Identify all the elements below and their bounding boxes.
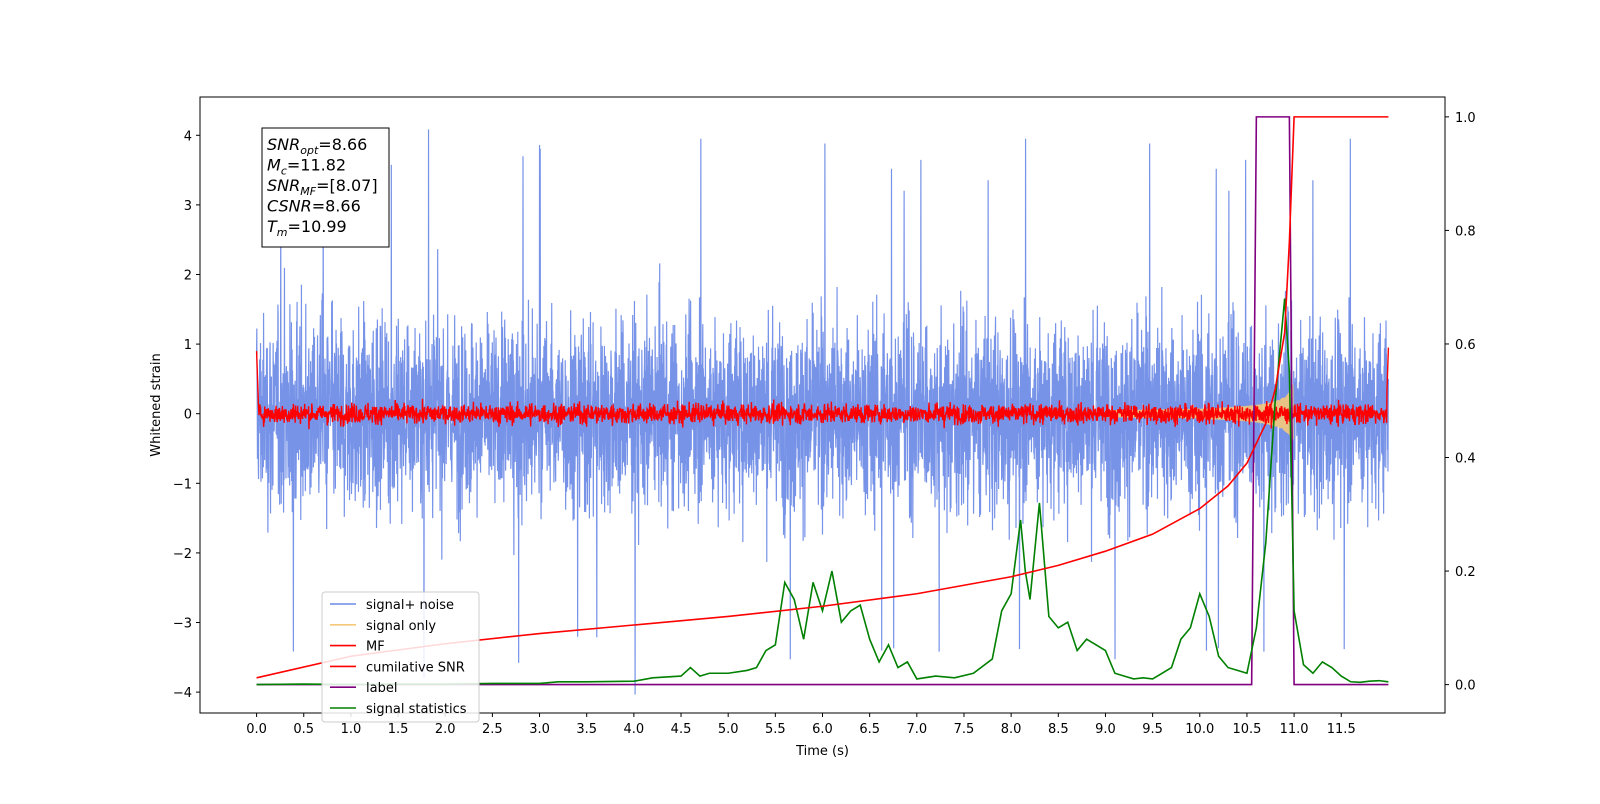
x-tick-label: 7.0 [906, 722, 927, 737]
x-tick-label: 10.0 [1185, 722, 1214, 737]
y-tick-label: 4 [184, 129, 192, 144]
info-box-frame [261, 127, 390, 248]
axes-layer: 0.0 0.5 1.0 1.5 2.0 2.5 3.0 3.5 4.0 4.5 5.0 5.5 6.0 6… [173, 111, 1476, 737]
legend-entry: MF [366, 640, 385, 655]
y-tick-label: 3 [184, 199, 192, 214]
series-signal-statistics [256, 298, 1389, 686]
info-line: SNRopt=8.66 [267, 135, 367, 157]
x-axis-label: Time (s) [795, 744, 849, 759]
x-tick-label: 8.5 [1048, 722, 1069, 737]
x-tick-label: 2.0 [435, 722, 456, 737]
info-line: Mc=11.82 [267, 156, 346, 178]
y-tick-label: −2 [173, 547, 192, 562]
plot-layer [255, 116, 1390, 695]
info-line: CSNR=8.66 [267, 197, 361, 216]
info-line: Tm=10.99 [267, 217, 347, 239]
x-tick-label: 9.5 [1142, 722, 1163, 737]
x-tick-label: 3.0 [529, 722, 550, 737]
y2-tick-label: 0.4 [1455, 452, 1476, 467]
x-tick-label: 1.5 [388, 722, 409, 737]
legend-entry: signal statistics [366, 702, 467, 717]
x-tick-label: 2.5 [482, 722, 503, 737]
y-axis-label: Whitened strain [149, 353, 164, 456]
y2-tick-label: 0.8 [1455, 224, 1476, 239]
x-tick-label: 10.5 [1232, 722, 1261, 737]
legend-frame [321, 591, 480, 723]
x-tick-label: 9.0 [1095, 722, 1116, 737]
series-label [256, 116, 1389, 686]
x-tick-label: 0.5 [293, 722, 314, 737]
x-tick-label: 3.5 [576, 722, 597, 737]
y-tick-label: 0 [184, 408, 192, 423]
legend-entry: signal only [366, 619, 436, 634]
x-tick-label: 4.0 [624, 722, 645, 737]
x-tick-label: 0.0 [246, 722, 267, 737]
y-tick-label: 2 [184, 268, 192, 283]
info-line: SNRMF=[8.07] [267, 176, 378, 198]
y2-tick-label: 0.6 [1455, 338, 1476, 353]
x-tick-label: 5.0 [718, 722, 739, 737]
series-mf [255, 347, 1390, 430]
series-cumulative-snr [256, 116, 1389, 679]
x-tick-label: 1.0 [341, 722, 362, 737]
info-box: SNRopt=8.66Mc=11.82SNRMF=[8.07]CSNR=8.66… [261, 127, 390, 248]
x-tick-label: 6.5 [859, 722, 880, 737]
y-tick-label: −1 [173, 477, 192, 492]
legend-entry: cumilative SNR [366, 660, 465, 675]
x-tick-label: 6.0 [812, 722, 833, 737]
x-tick-label: 8.0 [1001, 722, 1022, 737]
y-tick-label: 1 [184, 338, 192, 353]
x-tick-label: 4.5 [671, 722, 692, 737]
y2-tick-label: 0.0 [1455, 679, 1476, 694]
legend: signal+ noise signal only MF cumilative SNR… [321, 591, 480, 723]
y-tick-label: −4 [173, 686, 192, 701]
x-tick-label: 7.5 [954, 722, 975, 737]
legend-entry: label [366, 681, 397, 696]
x-tick-label: 11.0 [1280, 722, 1309, 737]
y2-tick-label: 1.0 [1455, 111, 1476, 126]
legend-entry: signal+ noise [366, 598, 454, 613]
y-tick-label: −3 [173, 617, 192, 632]
x-tick-label: 11.5 [1327, 722, 1356, 737]
y2-tick-label: 0.2 [1455, 565, 1476, 580]
x-tick-label: 5.5 [765, 722, 786, 737]
